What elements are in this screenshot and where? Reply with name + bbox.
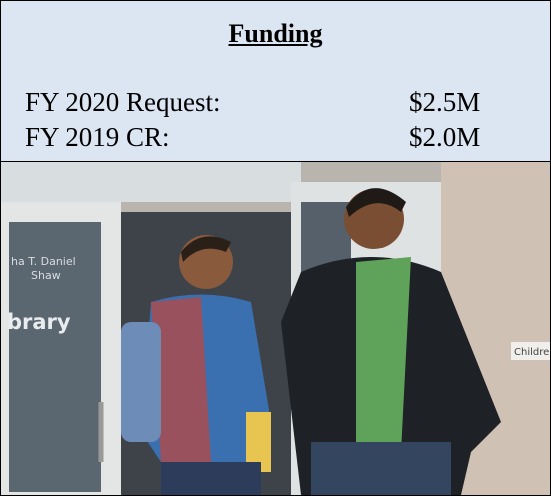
- row-amount: $2.0M: [409, 122, 480, 153]
- sign-text: brary: [7, 310, 71, 334]
- sign-text: Shaw: [31, 269, 61, 282]
- slide: Funding FY 2020 Request: $2.5M FY 2019 C…: [0, 0, 551, 496]
- photo: ha T. Daniel Shaw brary Children: [1, 162, 550, 495]
- row-amount: $2.5M: [409, 87, 480, 118]
- boy-jeans: [161, 462, 261, 495]
- sign-text: Children: [514, 347, 550, 358]
- man-jeans: [311, 442, 451, 495]
- canopy: [1, 162, 301, 202]
- sign-text: ha T. Daniel: [11, 255, 76, 268]
- title: Funding: [1, 19, 550, 49]
- row-label: FY 2020 Request:: [25, 87, 221, 118]
- backpack: [121, 322, 161, 442]
- funding-panel: Funding FY 2020 Request: $2.5M FY 2019 C…: [1, 1, 550, 162]
- row-label: FY 2019 CR:: [25, 122, 170, 153]
